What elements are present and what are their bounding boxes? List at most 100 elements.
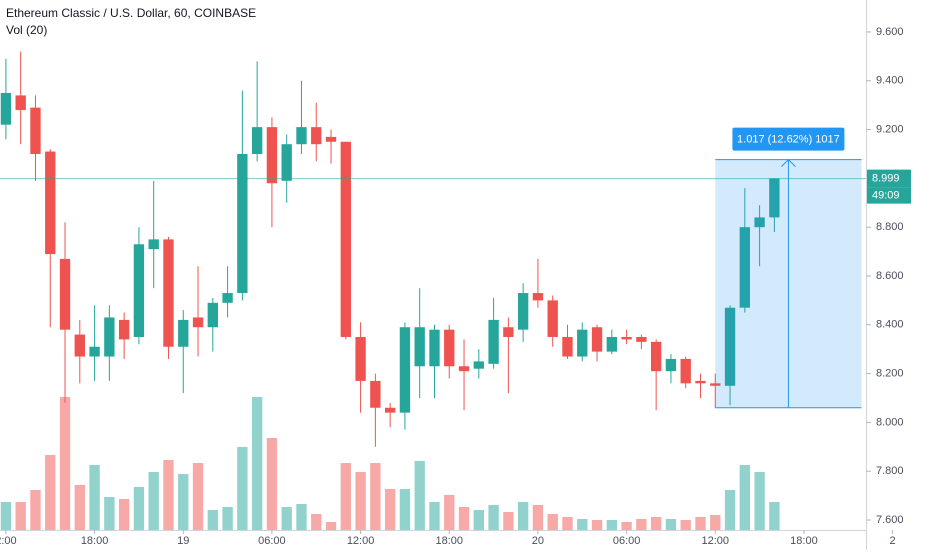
volume-bar	[503, 512, 514, 530]
volume-bar	[325, 522, 337, 530]
candle-body	[89, 346, 100, 357]
y-tick-label: 9.200	[876, 123, 904, 135]
volume-bar	[237, 447, 248, 530]
candle-body	[311, 127, 322, 145]
volume-bar	[192, 463, 204, 530]
volume-bar	[45, 455, 56, 530]
volume-bar	[399, 489, 411, 530]
last-price-label: 8.999	[872, 173, 900, 185]
chart-title: Ethereum Classic / U.S. Dollar, 60, COIN…	[6, 6, 256, 20]
volume-bar	[532, 505, 544, 530]
candle-body	[636, 336, 647, 342]
countdown-badge	[867, 187, 911, 204]
volume-bar	[222, 507, 233, 530]
candle-body	[266, 127, 278, 184]
volume-bar	[665, 519, 677, 530]
candle-body	[739, 227, 750, 308]
volume-bar	[591, 520, 603, 530]
volume-bar	[488, 505, 499, 530]
volume-bar	[680, 520, 691, 530]
volume-bar	[163, 460, 174, 530]
volume-bar	[636, 519, 647, 530]
volume-bar	[178, 474, 189, 530]
volume-bar	[281, 507, 292, 530]
candle-body	[650, 341, 662, 372]
x-tick-label: 06:00	[258, 535, 286, 547]
volume-bar	[739, 465, 750, 530]
candle-body	[665, 358, 677, 372]
candle-body	[503, 327, 514, 337]
x-tick-label: 18:00	[435, 535, 463, 547]
volume-bar	[458, 507, 470, 530]
candle-body	[148, 239, 159, 250]
volume-bar	[311, 514, 322, 530]
candle-body	[251, 127, 263, 154]
measure-label: 1.017 (12.62%) 1017	[737, 133, 840, 145]
volume-bar	[15, 502, 26, 530]
y-tick-label: 7.800	[876, 465, 904, 477]
y-tick-label: 7.600	[876, 514, 904, 526]
x-tick-label: 12:00	[701, 535, 729, 547]
candle-body	[384, 407, 396, 413]
volume-bar	[59, 397, 71, 530]
candle-body	[59, 258, 71, 330]
candle-body	[458, 366, 470, 372]
indicator-label: Vol (20)	[6, 23, 47, 37]
candle-body	[606, 336, 617, 352]
volume-bar	[266, 438, 278, 530]
candle-body	[118, 319, 130, 340]
volume-bar	[769, 502, 780, 530]
measure-label-box	[732, 127, 845, 151]
candle-body	[74, 334, 85, 357]
x-tick-label: 2	[890, 535, 896, 547]
y-tick-label: 8.200	[876, 367, 904, 379]
volume-bar	[207, 510, 218, 530]
candle-body	[296, 127, 307, 145]
candle-body	[488, 319, 499, 364]
candle-body	[754, 217, 765, 228]
candle-body	[517, 293, 529, 330]
volume-bar	[296, 504, 307, 530]
candle-body	[429, 329, 440, 367]
volume-bar	[724, 490, 736, 530]
volume-bar	[251, 397, 263, 530]
volume-bar	[577, 519, 588, 530]
candle-body	[133, 244, 145, 337]
candle-body	[680, 358, 691, 384]
candle-body	[444, 329, 455, 367]
y-tick-label: 9.400	[876, 75, 904, 87]
x-tick-label: 19	[177, 535, 189, 547]
candle-body	[414, 327, 425, 367]
volume-bar	[429, 502, 440, 530]
candle-body	[340, 141, 351, 337]
volume-bar	[517, 502, 529, 530]
measure-arrow-head	[781, 158, 796, 167]
volume-bar	[444, 495, 455, 530]
candle-body	[45, 151, 56, 255]
candle-body	[207, 302, 218, 328]
y-tick-label: 8.600	[876, 270, 904, 282]
volume-bar	[118, 499, 130, 530]
x-tick-label: 20	[532, 535, 544, 547]
candle-body	[222, 293, 233, 303]
volume-bar	[754, 472, 765, 530]
plot-area	[0, 51, 866, 530]
candle-body	[532, 293, 544, 301]
volume-bar	[370, 463, 381, 530]
candle-body	[547, 300, 558, 337]
candle-body	[562, 336, 573, 357]
candle-body	[473, 361, 484, 369]
volume-bar	[74, 485, 85, 530]
volume-bar	[621, 522, 632, 530]
candle-body	[15, 95, 26, 111]
candle-body	[178, 319, 189, 347]
candle-body	[237, 153, 248, 294]
y-tick-label: 8.000	[876, 416, 904, 428]
volume-bar	[104, 497, 115, 530]
candle-body	[621, 336, 632, 340]
candle-body	[695, 380, 706, 384]
x-tick-label: 18:00	[81, 535, 109, 547]
